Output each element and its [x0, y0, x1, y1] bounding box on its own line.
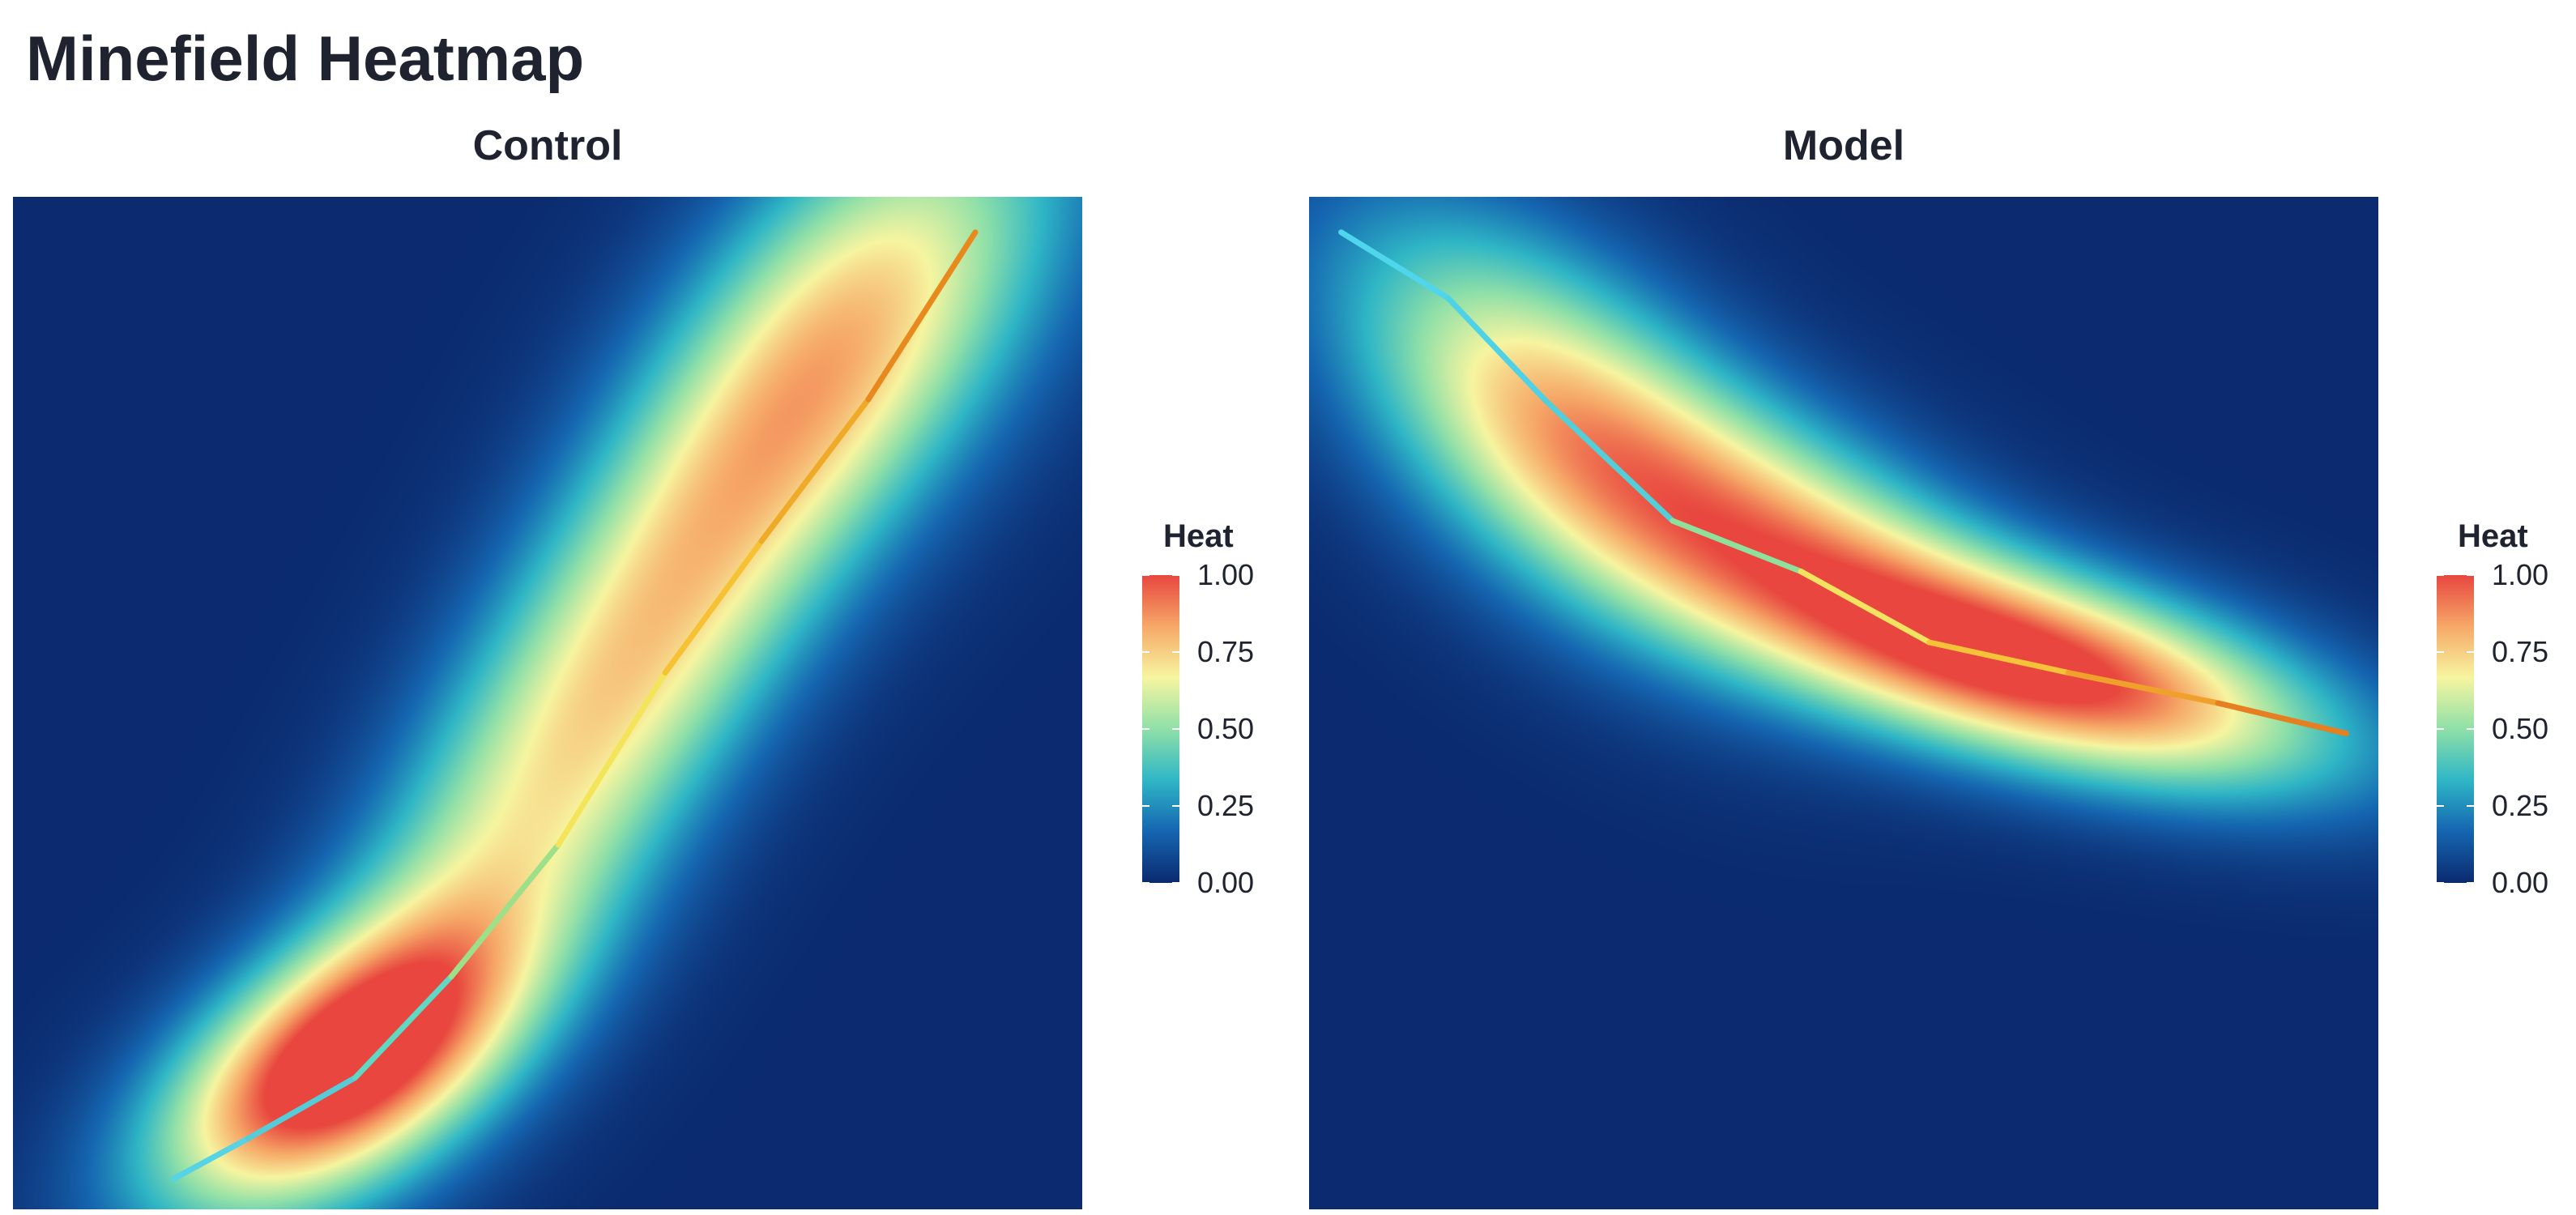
control-heatmap: [13, 197, 1082, 1209]
control-path-segment-2: [245, 1075, 358, 1141]
control-colorbar-tick-label-4: 1.00: [1197, 558, 1254, 591]
control-path-segment-3: [352, 974, 454, 1081]
control-legend-title: Heat: [1163, 518, 1234, 554]
model-colorbar-tick-label-4: 1.00: [2492, 558, 2548, 591]
control-path-segment-8: [865, 229, 979, 403]
model-heatmap: [1309, 197, 2378, 1209]
control-path-layer: [170, 229, 979, 1182]
control-path-segment-4: [448, 842, 561, 979]
model-path-layer: [1338, 229, 2349, 736]
control-colorbar-tick-label-1: 0.25: [1197, 789, 1254, 822]
model-path-segment-3: [1541, 396, 1676, 524]
model-colorbar-tick-label-3: 0.75: [2492, 635, 2548, 668]
control-colorbar-legend: Heat 0.00 0.25 0.50 0.75 1.00: [1134, 518, 1312, 899]
page-title: Minefield Heatmap: [26, 23, 585, 94]
model-colorbar-tick-label-0: 0.00: [2492, 866, 2548, 899]
control-path-segment-5: [555, 670, 668, 848]
model-path-segment-1: [1338, 229, 1452, 301]
control-colorbar-tick-label-2: 0.50: [1197, 712, 1254, 745]
control-path-segment-1: [170, 1136, 251, 1182]
model-path-segment-2: [1445, 295, 1547, 403]
model-path-segment-7: [2065, 670, 2221, 706]
control-colorbar-tick-label-3: 0.75: [1197, 635, 1254, 668]
control-heat-field: [13, 197, 1082, 1209]
model-colorbar-tick-label-2: 0.50: [2492, 712, 2548, 745]
model-path-segment-6: [1926, 639, 2071, 676]
model-panel-title: Model: [1782, 122, 1905, 169]
model-legend-title: Heat: [2458, 518, 2528, 554]
model-path-segment-8: [2215, 700, 2349, 736]
control-colorbar-tick-label-0: 0.00: [1197, 866, 1254, 899]
control-colorbar: 0.00 0.25 0.50 0.75 1.00: [1142, 558, 1254, 899]
control-panel-title: Control: [472, 122, 623, 169]
model-colorbar: 0.00 0.25 0.50 0.75 1.00: [2437, 558, 2548, 899]
model-path-segment-5: [1798, 569, 1933, 646]
control-path-segment-6: [662, 538, 765, 676]
model-colorbar-tick-label-1: 0.25: [2492, 789, 2548, 822]
control-path-segment-7: [758, 396, 872, 544]
model-path-segment-4: [1670, 518, 1804, 574]
model-heat-field: [1309, 197, 2378, 1209]
model-colorbar-legend: Heat 0.00 0.25 0.50 0.75 1.00: [2429, 518, 2576, 899]
